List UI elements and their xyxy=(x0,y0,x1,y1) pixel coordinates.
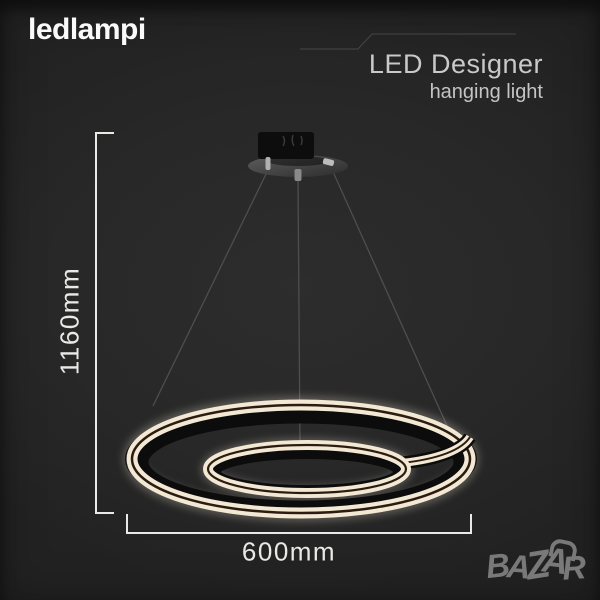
brand-logo: ledlampi xyxy=(28,13,146,46)
height-dimension-line xyxy=(95,132,114,514)
canopy-disc xyxy=(248,155,348,177)
cable-clamp-left xyxy=(265,157,271,170)
suspension-cable-right xyxy=(329,164,458,449)
product-subtitle: hanging light xyxy=(429,81,543,104)
outer-ring-led-separator xyxy=(130,403,472,515)
canopy-reflections xyxy=(282,134,303,147)
cable-clamp-right xyxy=(322,158,335,166)
product-title-block: LED Designer hanging light xyxy=(369,50,543,104)
watermark-logo: BAZAR xyxy=(484,537,587,588)
inner-ring-led-separator xyxy=(206,443,408,495)
watermark-letter: R xyxy=(560,548,587,587)
product-title: LED Designer xyxy=(368,49,543,79)
header-divider-line xyxy=(300,33,516,50)
cable-clamp-center xyxy=(294,169,302,181)
width-dimension-line xyxy=(126,514,472,534)
width-dimension-label: 600mm xyxy=(241,536,337,567)
height-dimension-label: 1160mm xyxy=(54,266,85,376)
spiral-connector-separator xyxy=(401,436,471,464)
suspension-cable-left xyxy=(152,169,269,407)
canopy-cylinder xyxy=(258,132,314,159)
lamp-rings xyxy=(123,396,479,522)
ceiling-canopy xyxy=(248,132,348,181)
